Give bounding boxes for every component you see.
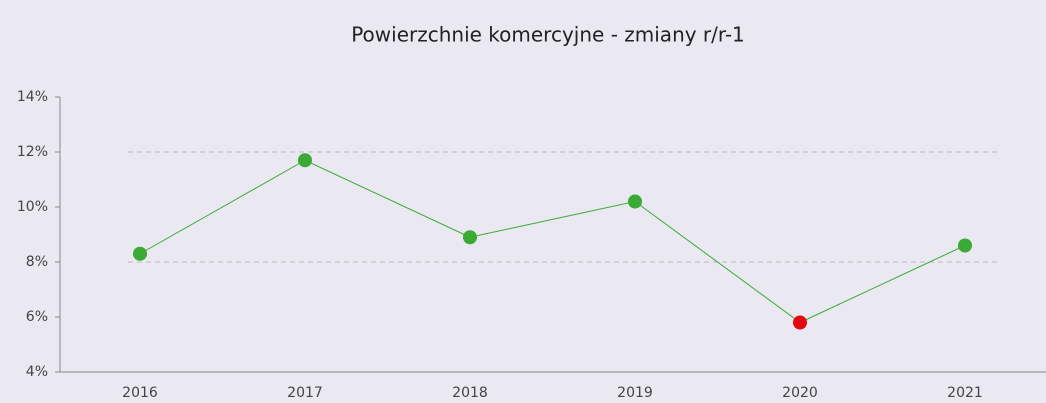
y-tick-label: 10%	[17, 199, 48, 215]
data-point	[628, 194, 642, 209]
data-point	[463, 230, 477, 245]
x-tick-label: 2020	[782, 385, 818, 401]
x-tick-label: 2021	[947, 385, 983, 401]
data-point	[793, 315, 807, 330]
data-point	[958, 238, 972, 253]
y-tick-label: 14%	[17, 89, 48, 105]
y-tick-label: 6%	[26, 309, 48, 325]
x-tick-label: 2019	[617, 385, 653, 401]
x-tick-label: 2016	[122, 385, 158, 401]
data-point	[133, 246, 147, 261]
x-tick-label: 2017	[287, 385, 323, 401]
y-tick-label: 8%	[26, 254, 48, 270]
x-tick-label: 2018	[452, 385, 488, 401]
y-tick-label: 12%	[17, 144, 48, 160]
data-point	[298, 153, 312, 168]
y-tick-label: 4%	[26, 364, 48, 380]
series-line	[139, 159, 966, 324]
chart-title: Powierzchnie komercyjne - zmiany r/r-1	[351, 23, 745, 47]
